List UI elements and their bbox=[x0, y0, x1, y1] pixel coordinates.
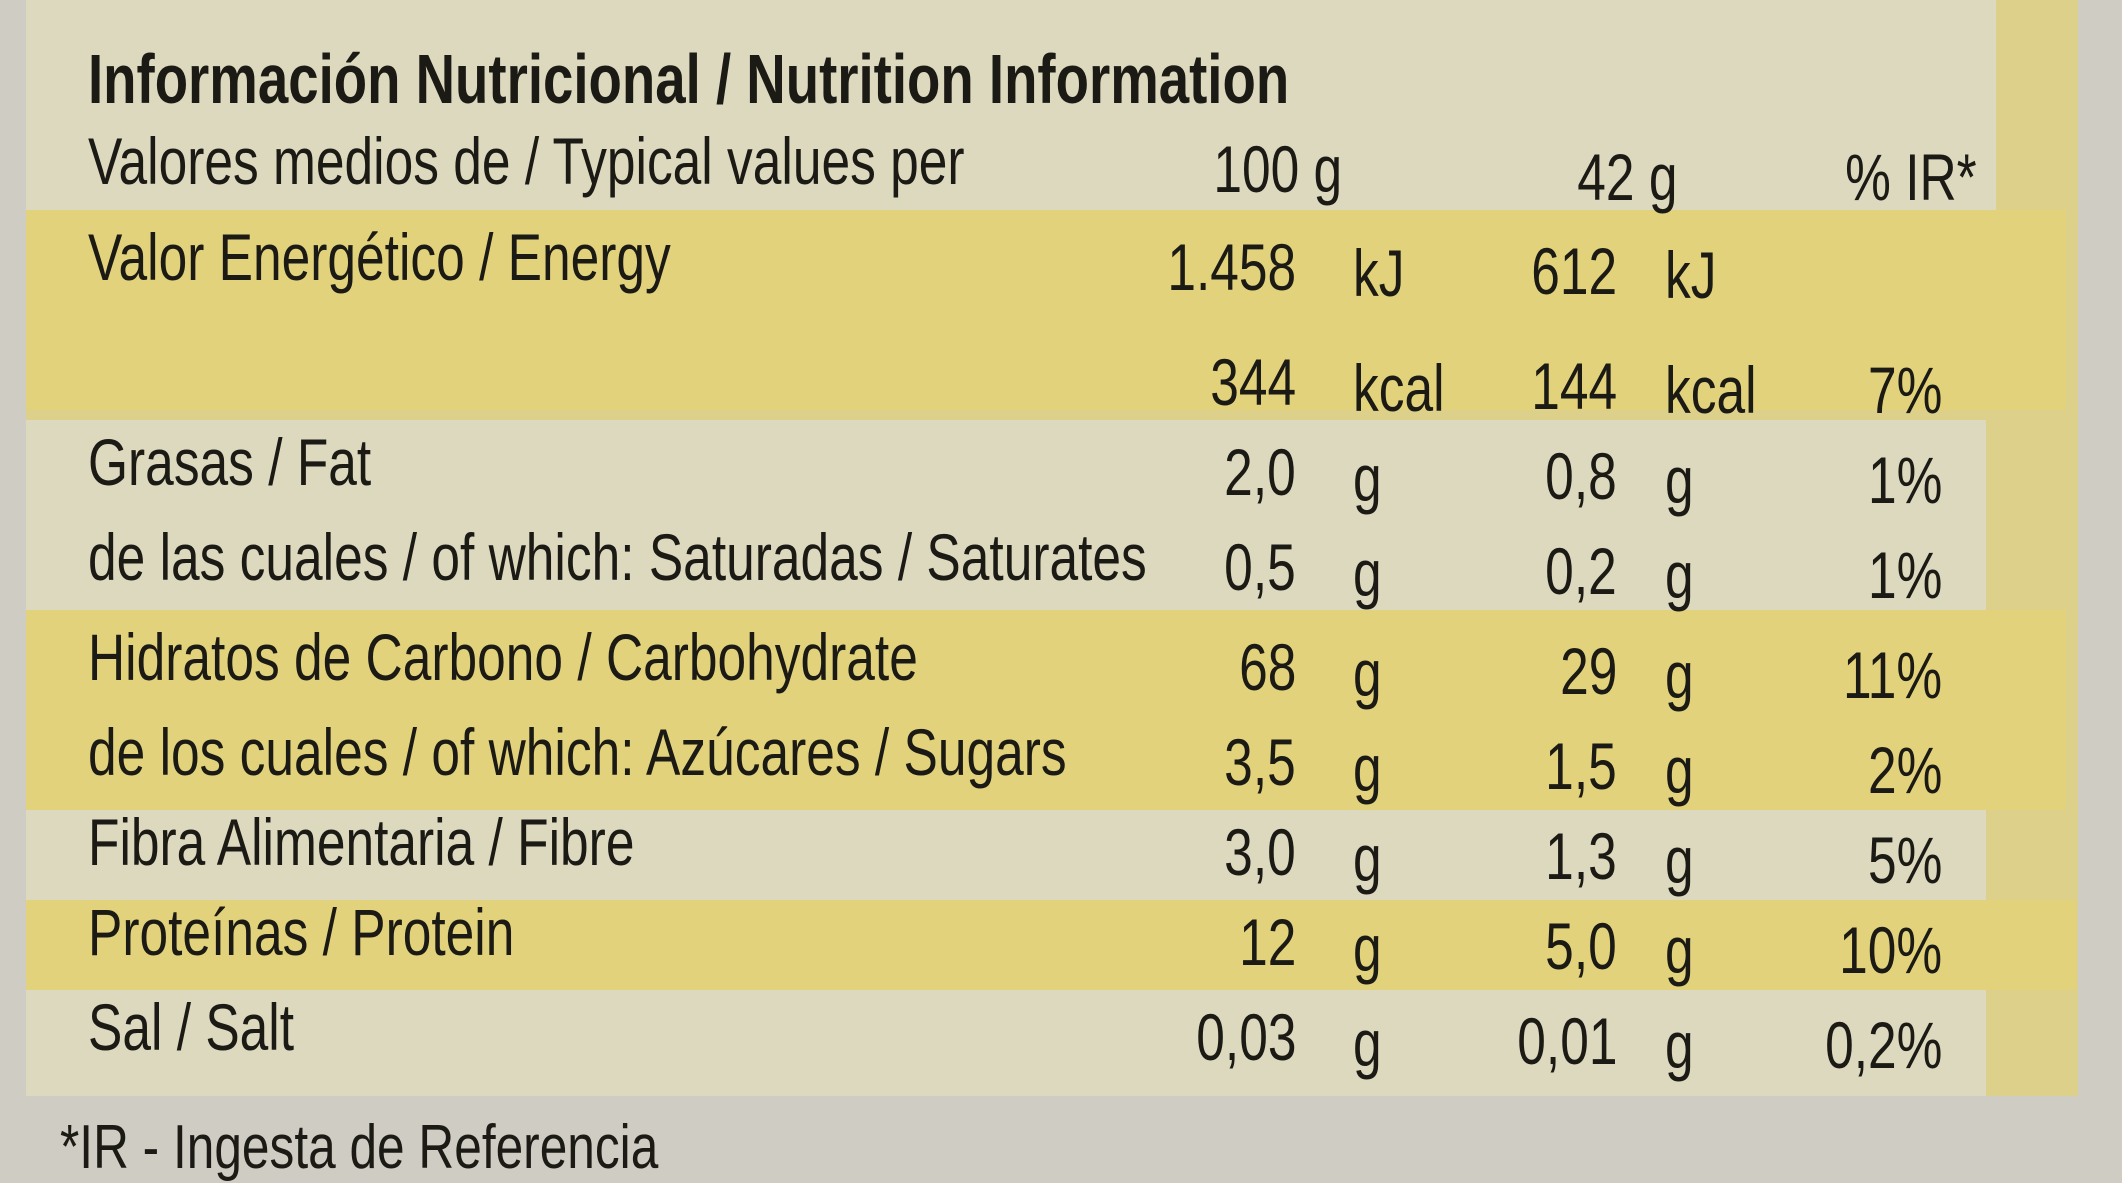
unit-42g: g bbox=[1665, 638, 1694, 712]
footnote: *IR - Ingesta de Referencia bbox=[60, 1113, 659, 1182]
stripe bbox=[26, 110, 1996, 210]
value-100g: 12 bbox=[1238, 905, 1296, 979]
unit-100g: kJ bbox=[1353, 236, 1405, 310]
unit-42g: g bbox=[1665, 823, 1694, 897]
unit-42g: g bbox=[1665, 733, 1694, 807]
stripe bbox=[26, 900, 2076, 990]
row-label: Valor Energético / Energy bbox=[88, 220, 671, 294]
stripe bbox=[26, 990, 1986, 1096]
value-100g: 0,03 bbox=[1195, 1000, 1296, 1074]
value-42g: 1,3 bbox=[1545, 819, 1617, 893]
row-label: de los cuales / of which: Azúcares / Sug… bbox=[88, 715, 1067, 789]
value-ir: 1% bbox=[1867, 538, 1942, 612]
unit-42g: kcal bbox=[1665, 353, 1757, 427]
unit-100g: kcal bbox=[1353, 351, 1445, 425]
row-label: Proteínas / Protein bbox=[88, 895, 515, 969]
stripe bbox=[26, 0, 1996, 110]
value-ir: 7% bbox=[1867, 353, 1942, 427]
stripe bbox=[26, 210, 2066, 410]
value-100g: 0,5 bbox=[1224, 530, 1296, 604]
value-100g: 3,5 bbox=[1224, 725, 1296, 799]
value-ir: 0,2% bbox=[1824, 1008, 1942, 1082]
value-42g: 29 bbox=[1559, 634, 1617, 708]
row-label: de las cuales / of which: Saturadas / Sa… bbox=[88, 520, 1147, 594]
value-ir: 2% bbox=[1867, 733, 1942, 807]
header-ir: % IR* bbox=[1845, 140, 1977, 214]
value-42g: 1,5 bbox=[1545, 729, 1617, 803]
value-42g: 0,01 bbox=[1516, 1004, 1617, 1078]
unit-100g: g bbox=[1353, 821, 1382, 895]
unit-42g: kJ bbox=[1665, 238, 1717, 312]
stripe bbox=[26, 420, 1986, 610]
unit-100g: g bbox=[1353, 441, 1382, 515]
row-label: Fibra Alimentaria / Fibre bbox=[88, 805, 635, 879]
value-42g: 0,2 bbox=[1545, 534, 1617, 608]
value-ir: 5% bbox=[1867, 823, 1942, 897]
unit-100g: g bbox=[1353, 731, 1382, 805]
unit-42g: g bbox=[1665, 443, 1694, 517]
unit-100g: g bbox=[1353, 1006, 1382, 1080]
stripe bbox=[26, 810, 1986, 900]
value-42g: 612 bbox=[1531, 234, 1617, 308]
value-42g: 5,0 bbox=[1545, 909, 1617, 983]
unit-100g: g bbox=[1353, 911, 1382, 985]
unit-42g: g bbox=[1665, 1008, 1694, 1082]
value-100g: 3,0 bbox=[1224, 815, 1296, 889]
value-ir: 10% bbox=[1838, 913, 1942, 987]
stripe bbox=[26, 610, 2066, 810]
value-ir: 11% bbox=[1842, 638, 1942, 712]
header-label: Valores medios de / Typical values per bbox=[88, 124, 965, 198]
unit-100g: g bbox=[1353, 636, 1382, 710]
row-label: Grasas / Fat bbox=[88, 425, 372, 499]
unit-100g: g bbox=[1353, 536, 1382, 610]
header-100g: 100 g bbox=[1213, 132, 1342, 206]
unit-42g: g bbox=[1665, 538, 1694, 612]
row-label: Sal / Salt bbox=[88, 990, 295, 1064]
value-100g: 1.458 bbox=[1167, 230, 1296, 304]
header-42g: 42 g bbox=[1576, 140, 1677, 214]
unit-42g: g bbox=[1665, 913, 1694, 987]
value-42g: 144 bbox=[1531, 349, 1617, 423]
value-100g: 344 bbox=[1210, 345, 1296, 419]
value-100g: 68 bbox=[1238, 630, 1296, 704]
value-100g: 2,0 bbox=[1224, 435, 1296, 509]
value-42g: 0,8 bbox=[1545, 439, 1617, 513]
row-label: Hidratos de Carbono / Carbohydrate bbox=[88, 620, 918, 694]
table-title: Información Nutricional / Nutrition Info… bbox=[88, 40, 1290, 118]
value-ir: 1% bbox=[1867, 443, 1942, 517]
